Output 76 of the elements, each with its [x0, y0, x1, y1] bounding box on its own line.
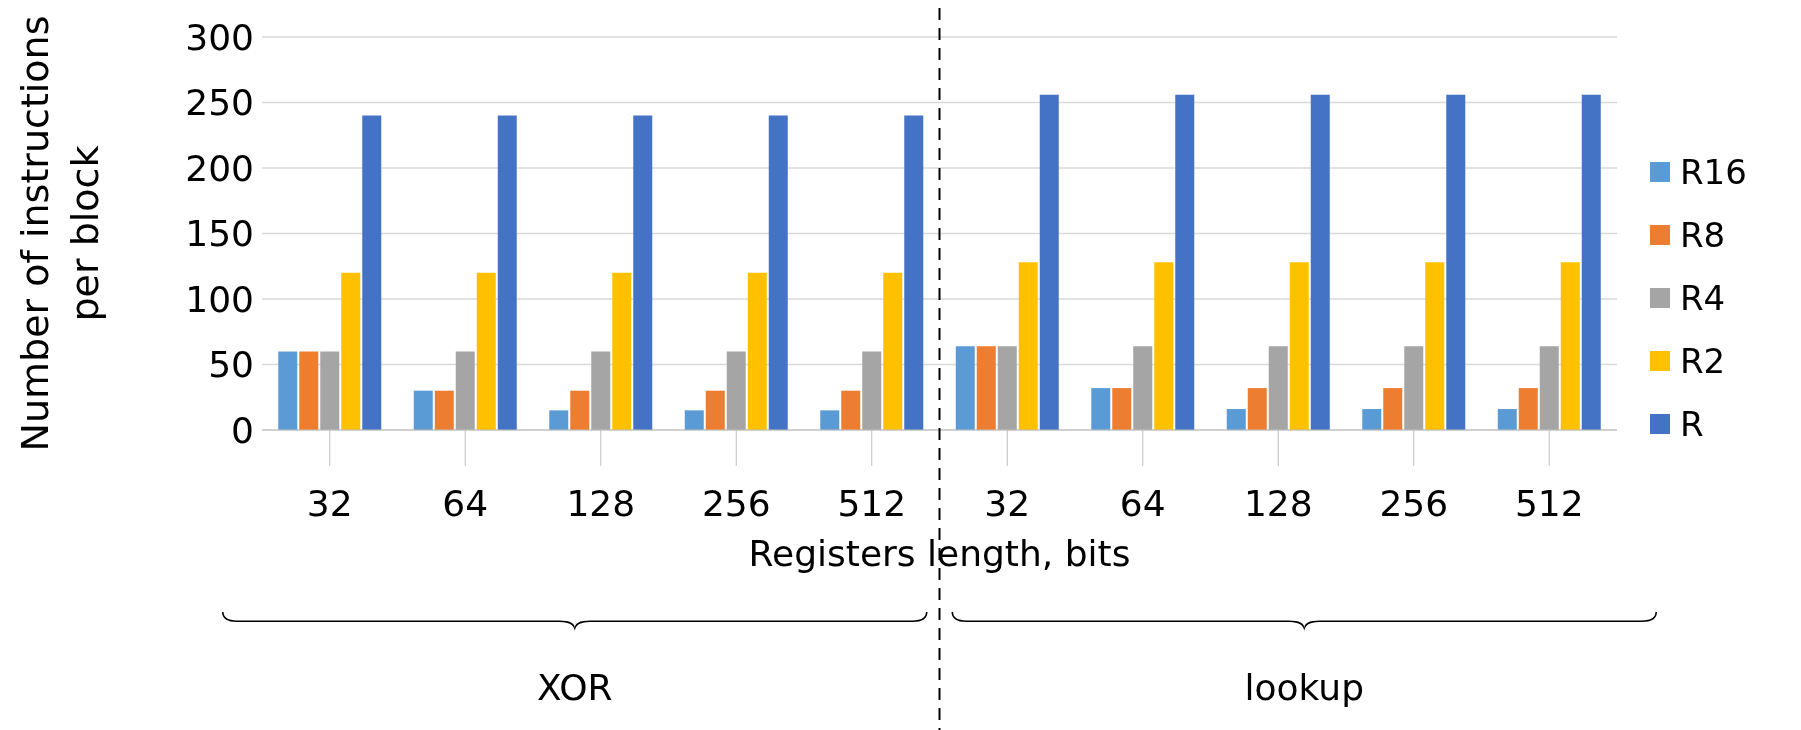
y-tick-label: 150 — [185, 213, 254, 255]
x-tick-label: 32 — [984, 482, 1031, 524]
legend-label: R2 — [1680, 340, 1726, 381]
bar — [1226, 409, 1246, 430]
bar — [434, 390, 454, 430]
bar — [299, 351, 319, 430]
bar — [1518, 388, 1538, 430]
x-tick-label: 512 — [1514, 482, 1584, 524]
y-tick-label: 300 — [185, 16, 254, 58]
bar — [1175, 94, 1195, 430]
bar — [1539, 346, 1559, 430]
bar — [633, 115, 653, 430]
bar — [1497, 409, 1517, 430]
bar — [362, 115, 382, 430]
bar — [726, 351, 746, 430]
bar — [278, 351, 298, 430]
bar — [768, 115, 788, 430]
bar — [570, 390, 590, 430]
legend-label: R — [1680, 403, 1704, 444]
bar — [1133, 346, 1153, 430]
legend-label: R16 — [1680, 151, 1747, 192]
bar — [1247, 388, 1267, 430]
bar — [1154, 262, 1174, 430]
bar — [413, 390, 433, 430]
bar — [320, 351, 340, 430]
x-tick-label: 128 — [566, 482, 636, 524]
text: lookup — [1244, 667, 1364, 708]
legend-label: R8 — [1680, 214, 1726, 255]
bar — [1091, 388, 1111, 430]
x-tick-label: 64 — [1119, 482, 1166, 524]
bar — [1581, 94, 1601, 430]
x-tick-label: 256 — [701, 482, 771, 524]
bar — [820, 410, 840, 430]
bar — [1039, 94, 1059, 430]
x-tick-label: 64 — [442, 482, 489, 524]
bar — [549, 410, 569, 430]
bar — [476, 272, 496, 430]
bar — [591, 351, 611, 430]
bar — [497, 115, 517, 430]
bar — [1289, 262, 1309, 430]
bar — [955, 346, 975, 430]
bar — [1446, 94, 1466, 430]
bar — [904, 115, 924, 430]
y-tick-label: 250 — [185, 82, 254, 124]
bar — [1425, 262, 1445, 430]
bar — [1560, 262, 1580, 430]
bar — [841, 390, 861, 430]
bar — [1383, 388, 1403, 430]
x-tick-label: 32 — [306, 482, 353, 524]
bar — [1018, 262, 1038, 430]
x-tick-label: 512 — [837, 482, 907, 524]
bar — [1362, 409, 1382, 430]
y-tick-label: 100 — [185, 278, 254, 320]
y-tick-label: 0 — [231, 409, 254, 451]
y-tick-label: 50 — [208, 344, 254, 386]
bar — [1310, 94, 1330, 430]
bar — [1112, 388, 1132, 430]
x-tick-label: 128 — [1243, 482, 1313, 524]
y-axis-title: Number of instructions per block — [13, 15, 107, 452]
bar — [883, 272, 903, 430]
bar — [976, 346, 996, 430]
bar — [1404, 346, 1424, 430]
x-tick-label: 256 — [1379, 482, 1449, 524]
x-axis-title: Registers length, bits — [748, 532, 1131, 574]
bar — [862, 351, 882, 430]
legend-label: R4 — [1680, 277, 1726, 318]
bar — [1268, 346, 1288, 430]
bar — [705, 390, 725, 430]
bar — [455, 351, 475, 430]
text: XOR — [536, 667, 613, 708]
bar — [684, 410, 704, 430]
bar — [997, 346, 1017, 430]
bar — [341, 272, 361, 430]
bar — [612, 272, 632, 430]
bar — [747, 272, 767, 430]
y-tick-label: 200 — [185, 147, 254, 189]
